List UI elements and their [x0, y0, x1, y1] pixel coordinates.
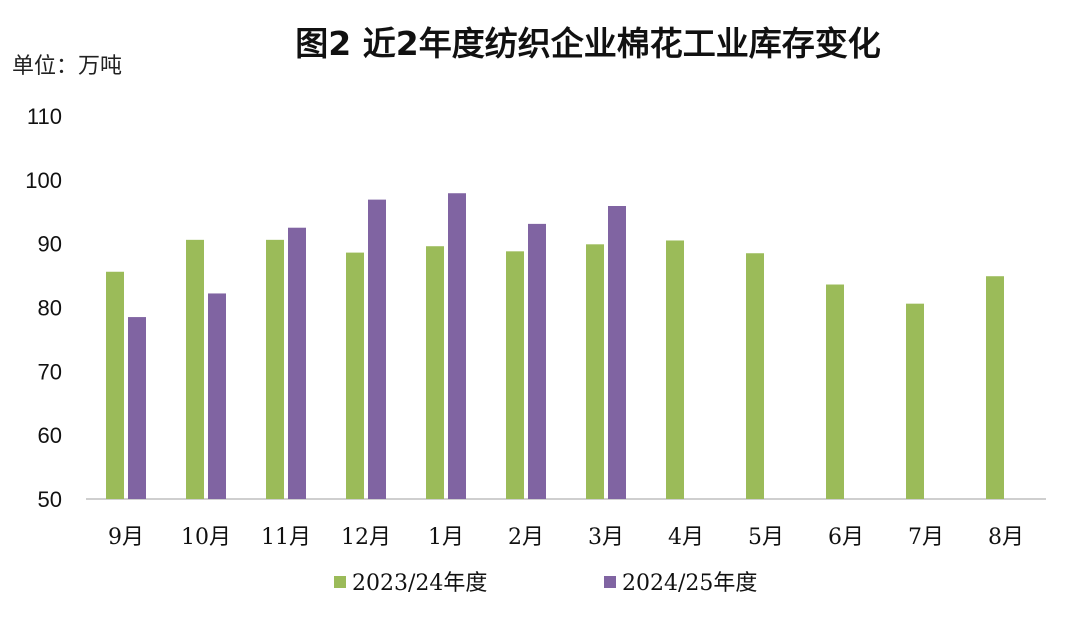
bar-2023-24: [826, 284, 844, 499]
x-tick-label: 7月: [908, 525, 944, 550]
bar-2023-24: [986, 276, 1004, 499]
bar-2023-24: [346, 252, 364, 499]
bar-2023-24: [106, 271, 124, 499]
y-tick-label: 60: [38, 423, 62, 448]
y-tick-label: 100: [25, 168, 62, 193]
y-axis-ticks: 50 60 70 80 90 100 110: [25, 104, 62, 512]
bar-2024-25: [528, 223, 546, 499]
legend-label-2024-25: 2024/25年度: [622, 571, 757, 596]
bar-2023-24: [746, 253, 764, 499]
bar-2023-24: [666, 240, 684, 499]
bar-2024-25: [608, 206, 626, 499]
x-tick-label: 6月: [828, 525, 864, 550]
bar-2023-24: [506, 251, 524, 499]
y-tick-label: 110: [27, 104, 62, 129]
unit-label: 单位：万吨: [12, 54, 122, 79]
legend-swatch-2023-24: [334, 576, 346, 588]
x-tick-label: 5月: [748, 525, 784, 550]
y-tick-label: 70: [38, 359, 62, 384]
y-tick-label: 50: [38, 487, 62, 512]
x-axis-ticks: 9月 10月 11月 12月 1月 2月 3月 4月 5月 6月 7月 8月: [108, 525, 1024, 550]
y-tick-label: 80: [38, 296, 62, 321]
bar-2024-25: [288, 227, 306, 500]
x-tick-label: 1月: [428, 525, 464, 550]
x-tick-label: 8月: [988, 525, 1024, 550]
bar-2024-25: [368, 199, 386, 499]
bar-2023-24: [906, 303, 924, 499]
x-tick-label: 2月: [508, 525, 544, 550]
chart-title: 图2 近2年度纺织企业棉花工业库存变化: [295, 24, 880, 63]
bar-2023-24: [186, 239, 204, 499]
x-tick-label: 12月: [341, 525, 391, 550]
legend: 2023/24年度 2024/25年度: [334, 571, 757, 596]
legend-swatch-2024-25: [604, 576, 616, 588]
bar-2024-25: [448, 193, 466, 499]
bar-2023-24: [266, 239, 284, 499]
bar-2024-25: [128, 317, 146, 499]
bar-2023-24: [426, 246, 444, 499]
x-tick-label: 11月: [261, 525, 311, 550]
x-tick-label: 9月: [108, 525, 144, 550]
x-tick-label: 3月: [588, 525, 624, 550]
x-tick-label: 4月: [668, 525, 704, 550]
bar-2024-25: [208, 293, 226, 499]
bars: [106, 193, 1004, 500]
x-tick-label: 10月: [181, 525, 231, 550]
legend-label-2023-24: 2023/24年度: [352, 571, 487, 596]
bar-2023-24: [586, 244, 604, 499]
y-tick-label: 90: [38, 232, 62, 257]
